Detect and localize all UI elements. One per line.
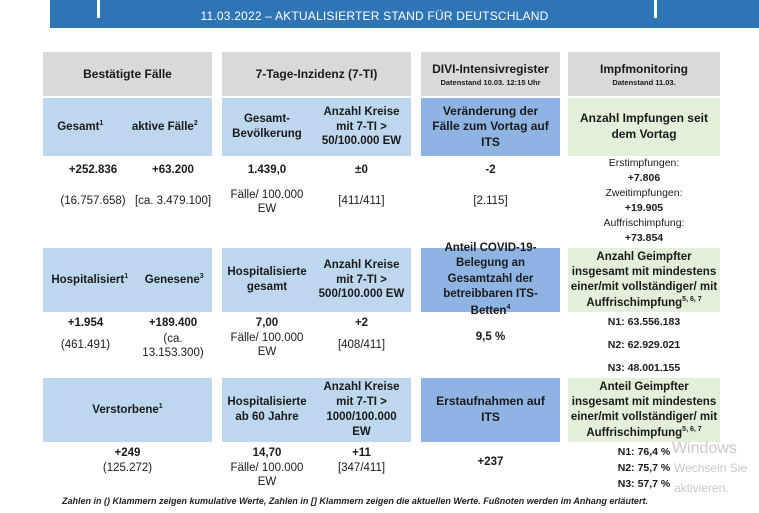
- value-divi-change: -2: [485, 164, 496, 176]
- label-kreise-1000: Anzahl Kreise mit 7-TI > 1000/100.000 EW: [312, 378, 411, 442]
- label-hosp-genesene: Hospitalisiert1 Genesene3: [43, 248, 212, 312]
- value-n1-anteil: N1: 76,4 %: [617, 446, 671, 458]
- value-inzidenz-unit: Fälle/ 100.000 EW: [230, 189, 304, 216]
- header-banner: 11.03.2022 – AKTUALISIERTER STAND FÜR DE…: [50, 0, 759, 28]
- watermark-line2: Wechseln Sie: [674, 461, 748, 475]
- label-divi-anteil: Anteil COVID-19-Belegung an Gesamtzahl d…: [421, 242, 560, 317]
- value-divi-total: [2.115]: [473, 195, 508, 207]
- value-n1-anzahl: N1: 63.556.183: [607, 316, 681, 328]
- value-hosp-inzidenz-unit: Fälle/ 100.000 EW: [230, 332, 304, 359]
- value-divi-anteil: 9,5 %: [475, 331, 506, 343]
- banner-divider: [654, 0, 657, 18]
- value-kreise500-total: [408/411]: [337, 339, 386, 351]
- label-impfungen-vortag: Anzahl Impfungen seit dem Vortag: [568, 98, 720, 156]
- label-kreise-500: Anzahl Kreise mit 7-TI > 500/100.000 EW: [312, 248, 411, 312]
- value-hosp60: 14,70: [252, 447, 282, 459]
- label-erstaufnahmen: Erstaufnahmen auf ITS: [421, 378, 560, 442]
- section-header-divi: DIVI-Intensivregister Datenstand 10.03. …: [421, 52, 560, 96]
- value-gesamt-total: (16.757.658): [60, 195, 126, 207]
- banner-divider: [97, 0, 100, 18]
- value-auffrischimpfung: +73.854: [624, 232, 664, 244]
- value-kreise1000-total: [347/411]: [337, 462, 386, 474]
- value-zweitimpfungen: +19.905: [624, 202, 664, 214]
- watermark-windows: Windows: [672, 440, 737, 457]
- value-gesamt-change: +252.836: [68, 164, 118, 176]
- value-genesen-total: (ca. 13.153.300): [142, 333, 204, 360]
- section-header-inzidenz: 7-Tage-Inzidenz (7-TI): [222, 52, 411, 96]
- label-kreise-50: Anzahl Kreise mit 7-TI > 50/100.000 EW: [312, 98, 411, 156]
- value-verst-change: +249: [114, 447, 141, 459]
- label-divi-veraenderung: Veränderung der Fälle zum Vortag auf ITS: [421, 98, 560, 156]
- label-hosp-60: Hospitalisierte ab 60 Jahre: [222, 378, 312, 442]
- label-gesamt-aktive: Gesamt1 aktive Fälle2: [43, 98, 212, 156]
- value-hosp-change: +1.954: [67, 317, 104, 329]
- label-genesene: Genesene3: [144, 273, 204, 286]
- value-genesen-change: +189.400: [148, 317, 198, 329]
- value-kreise500-change: +2: [354, 317, 369, 329]
- label-anzahl-geimpfter: Anzahl Geimpfter insgesamt mit mindesten…: [568, 248, 720, 312]
- watermark-line3: aktivieren.: [674, 481, 729, 495]
- value-kreise-total: [411/411]: [338, 195, 385, 207]
- value-erstaufnahmen: +237: [477, 456, 504, 468]
- value-erstimpfungen: +7.806: [627, 172, 661, 184]
- value-n3-anzahl: N3: 48.001.155: [607, 362, 681, 374]
- value-n3-anteil: N3: 57,7 %: [617, 478, 671, 490]
- value-kreise-change: ±0: [355, 164, 368, 176]
- value-aktive-total: [ca. 3.479.100]: [134, 195, 212, 207]
- label-hosp-gesamt: Hospitalisierte gesamt: [222, 248, 312, 312]
- value-aktive-change: +63.200: [152, 164, 194, 176]
- value-n2-anteil: N2: 75,7 %: [617, 462, 671, 474]
- value-hosp-inzidenz: 7,00: [255, 317, 279, 329]
- label-verstorbene: Verstorbene1: [43, 378, 212, 442]
- value-kreise1000-change: +11: [352, 447, 371, 459]
- value-verst-total: (125.272): [102, 462, 153, 474]
- section-header-impf: Impfmonitoring Datenstand 11.03.: [568, 52, 720, 96]
- impf-breakdown: Erstimpfungen: +7.806 Zweitimpfungen: +1…: [568, 156, 720, 246]
- label-gesamt: Gesamt1: [57, 120, 104, 133]
- label-hospitalisiert: Hospitalisiert1: [51, 273, 129, 286]
- value-inzidenz: 1.439,0: [247, 164, 287, 176]
- banner-title: 11.03.2022 – AKTUALISIERTER STAND FÜR DE…: [200, 9, 549, 23]
- value-n2-anzahl: N2: 62.929.021: [607, 339, 681, 351]
- section-header-faelle: Bestätigte Fälle: [43, 52, 212, 96]
- label-gesamtbevoelkerung: Gesamt-Bevölkerung: [222, 98, 312, 156]
- value-hosp60-unit: Fälle/ 100.000 EW: [230, 462, 304, 489]
- value-hosp-total: (461.491): [60, 339, 111, 351]
- footnote: Zahlen in () Klammern zeigen kumulative …: [62, 496, 648, 506]
- label-anteil-geimpfter: Anteil Geimpfter insgesamt mit mindesten…: [568, 378, 720, 442]
- label-aktive-faelle: aktive Fälle2: [131, 120, 198, 133]
